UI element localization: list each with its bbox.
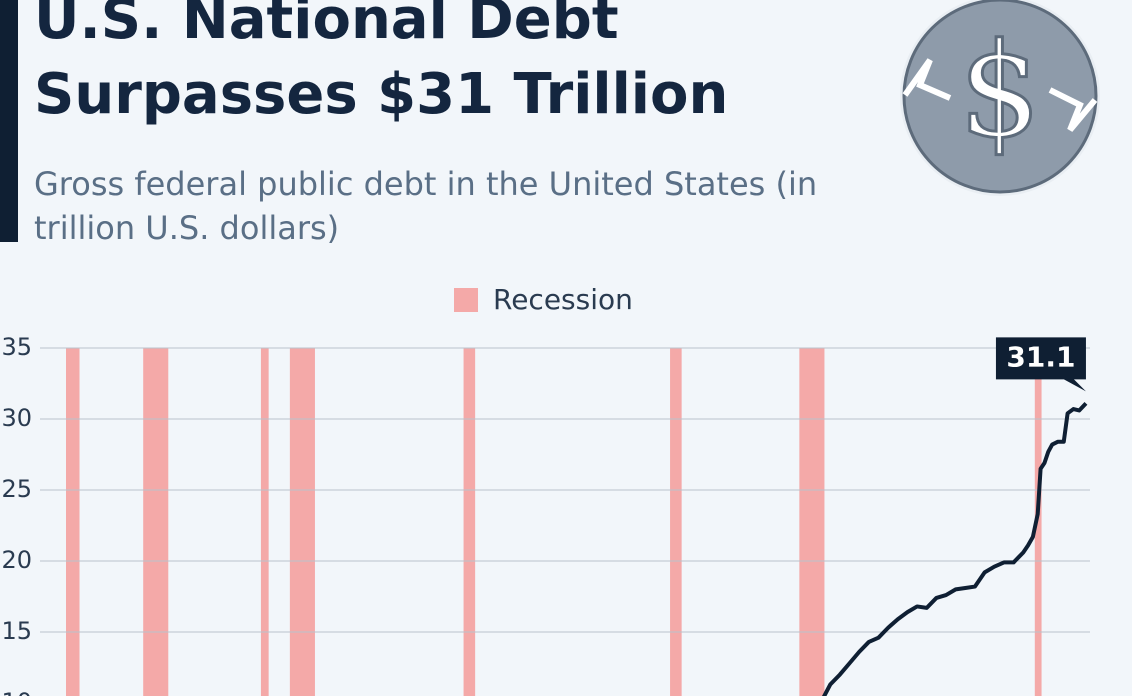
y-tick-label: 35 <box>1 333 32 361</box>
recession-band <box>1034 348 1042 696</box>
subtitle-box: Gross federal public debt in the United … <box>34 165 818 247</box>
recession-band <box>143 348 169 696</box>
legend-swatch <box>454 288 478 312</box>
y-tick-label: 30 <box>1 404 32 432</box>
icon: $ <box>900 0 1100 196</box>
chart-title: U.S. National Debt Surpasses $31 Trillio… <box>34 0 729 127</box>
value-label-box <box>995 337 1086 392</box>
y-tick-label: 10 <box>1 688 32 696</box>
title-box: U.S. National Debt Surpasses $31 Trillio… <box>34 0 729 127</box>
y-tick-label: 25 <box>1 475 32 503</box>
legend-label: Recession <box>493 283 633 316</box>
recession-band <box>66 348 80 696</box>
accent-bar <box>0 0 18 242</box>
recession-band <box>289 348 315 696</box>
value-label: 31.1 <box>1006 340 1075 373</box>
recession-band <box>799 348 825 696</box>
y-tick-label: 20 <box>1 546 32 574</box>
recession-band <box>463 348 476 696</box>
y-tick-label: 15 <box>1 617 32 645</box>
debt-line <box>821 402 1088 696</box>
chart-subtitle: Gross federal public debt in the United … <box>34 165 818 247</box>
recession-band <box>670 348 682 696</box>
svg-text:$: $ <box>959 15 1042 167</box>
recession-band <box>260 348 269 696</box>
